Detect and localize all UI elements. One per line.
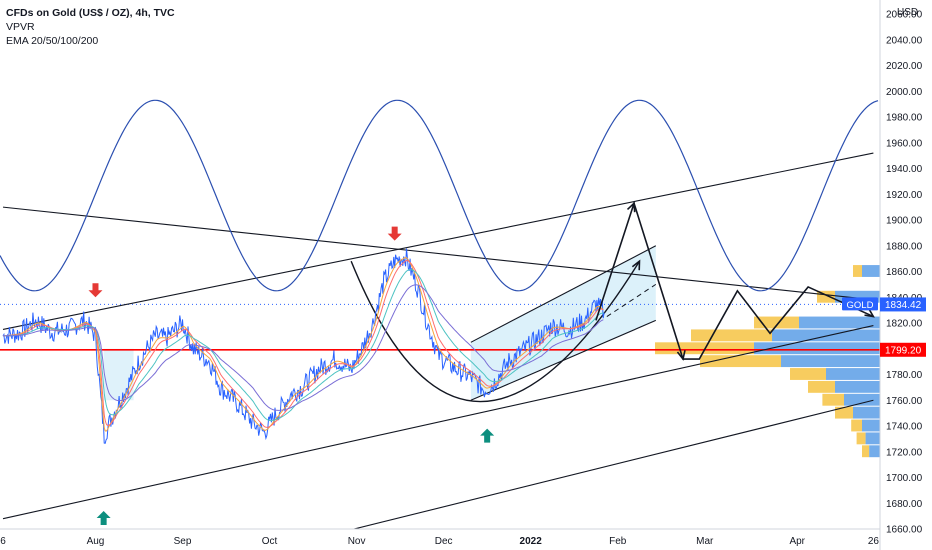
volume-bar-buy [790, 368, 826, 380]
volume-bar-buy [853, 265, 862, 277]
x-tick-label: Feb [609, 536, 627, 547]
y-tick-label: 2020.00 [886, 61, 923, 72]
legend-vpvr: VPVR [6, 21, 35, 33]
volume-bar-buy [700, 355, 781, 368]
volume-bar-sell [799, 316, 880, 329]
volume-bar-sell [772, 329, 880, 342]
volume-bar-sell [865, 432, 880, 445]
plot-area [0, 99, 880, 529]
y-tick-label: 2000.00 [886, 87, 923, 98]
signal-arrow-down [88, 283, 103, 298]
y-tick-label: 1960.00 [886, 138, 923, 149]
volume-bar-sell [781, 355, 880, 368]
x-tick-label: 2022 [520, 536, 543, 547]
current-price-tag [880, 297, 926, 312]
current-price-value: 1834.42 [885, 300, 922, 311]
volume-bar-sell [826, 368, 880, 380]
volume-bar-sell [853, 406, 880, 419]
projection-arrowhead-low [676, 350, 686, 361]
y-tick-label: 1700.00 [886, 473, 923, 484]
y-tick-label: 2040.00 [886, 35, 923, 46]
gold-symbol-tag [842, 297, 878, 311]
chart-legend: CFDs on Gold (US$ / OZ), 4h, TVC VPVR EM… [6, 6, 175, 48]
trendline-upper-channel [2, 152, 874, 330]
volume-bar-buy [817, 290, 835, 303]
y-tick-label: 1740.00 [886, 422, 923, 433]
x-tick-label: Dec [435, 536, 453, 547]
volume-bar-sell [844, 393, 880, 406]
volume-bar-sell [862, 265, 880, 277]
y-tick-label: 1940.00 [886, 164, 923, 175]
y-tick-label: 1860.00 [886, 267, 923, 278]
y-tick-label: 1920.00 [886, 190, 923, 201]
y-tick-label: 1720.00 [886, 447, 923, 458]
x-tick-label: 26 [868, 536, 880, 547]
projection-arrowhead-end [864, 308, 875, 318]
volume-bar-sell [869, 445, 880, 458]
volume-bar-buy [754, 316, 799, 329]
shaded-zone [103, 348, 134, 401]
signal-arrow-down [387, 226, 402, 241]
volume-bar-buy [691, 329, 772, 342]
volume-bar-buy [856, 432, 866, 445]
volume-bar-buy [851, 419, 862, 432]
projection-path [595, 200, 874, 360]
y-tick-label: 2060.00 [886, 10, 923, 21]
signal-arrow-up [96, 510, 111, 525]
y-tick-label: 1900.00 [886, 216, 923, 227]
gold-symbol-text: GOLD [847, 300, 874, 311]
projection-arrowhead-top [626, 201, 636, 213]
signal-arrow-up [480, 428, 495, 443]
ema-200-line [3, 284, 604, 411]
legend-title: CFDs on Gold (US$ / OZ), 4h, TVC [6, 7, 175, 19]
trendline-descending-resistance [2, 206, 874, 301]
cycle-sine-wave [0, 99, 879, 292]
trendline-bottom-channel [351, 399, 874, 529]
volume-bar-buy [808, 380, 835, 393]
x-tick-label: Nov [348, 536, 366, 547]
cup-curve [350, 260, 641, 402]
y-tick-label: 1820.00 [886, 319, 923, 330]
x-tick-label: 6 [0, 536, 6, 547]
volume-bar-sell [835, 290, 880, 303]
y-tick-label: 1660.00 [886, 525, 923, 536]
y-tick-label: 1880.00 [886, 241, 923, 252]
x-tick-label: Mar [696, 536, 714, 547]
x-tick-label: Sep [174, 536, 192, 547]
volume-bar-sell [835, 380, 880, 393]
y-tick-label: 1680.00 [886, 499, 923, 510]
ema-50-line [2, 259, 604, 428]
trendline-lower-channel [2, 325, 874, 520]
volume-bar-buy [862, 445, 870, 458]
volume-bar-buy [822, 393, 844, 406]
y-tick-label: 1980.00 [886, 113, 923, 124]
x-tick-label: Aug [87, 536, 105, 547]
y-tick-label: 1780.00 [886, 370, 923, 381]
support-price-value: 1799.20 [885, 345, 922, 356]
channel-midline [606, 283, 657, 317]
support-price-tag [880, 342, 926, 357]
cup-arrowhead [631, 259, 641, 271]
x-tick-label: Apr [789, 536, 805, 547]
volume-bar-buy [835, 406, 853, 419]
x-tick-label: Oct [262, 536, 278, 547]
volume-bar-sell [754, 342, 880, 355]
volume-bar-sell [862, 419, 880, 432]
legend-ema: EMA 20/50/100/200 [6, 35, 99, 47]
currency-label: USD [897, 7, 918, 18]
y-tick-label: 1760.00 [886, 396, 923, 407]
trendline-rising-channel-top [470, 245, 657, 343]
